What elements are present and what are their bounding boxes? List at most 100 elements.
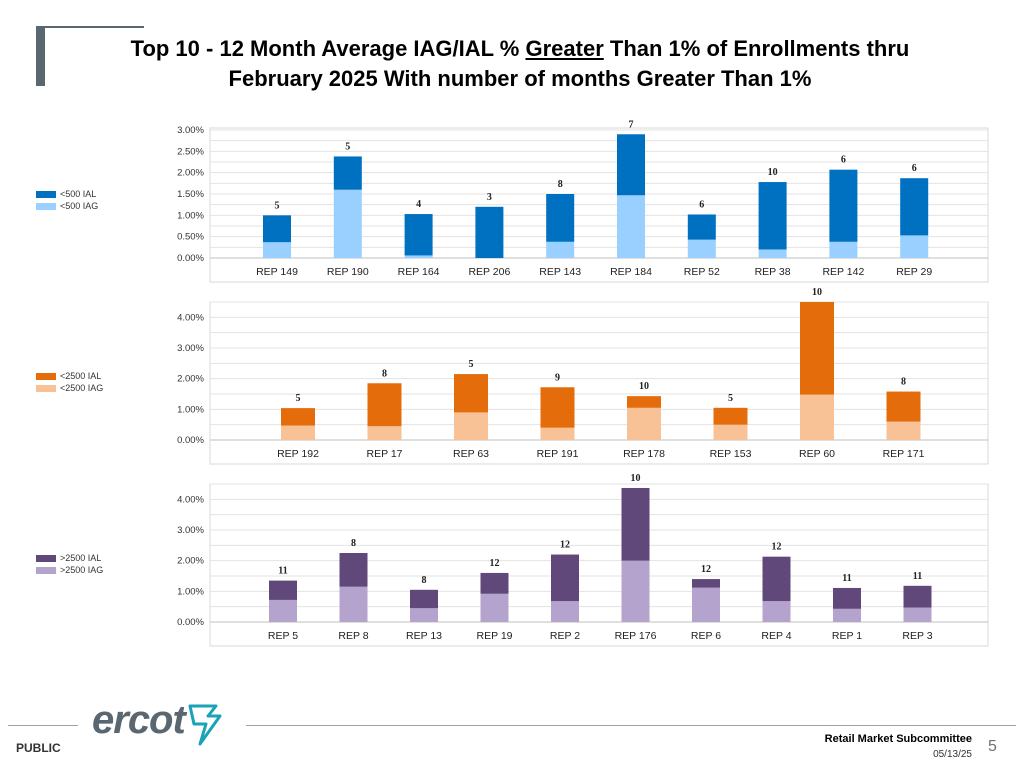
bar-segment-ial [404,214,433,256]
title-line-2: February 2025 With number of months Grea… [228,66,812,91]
bar-segment-ial [829,169,858,242]
bar-segment-ial [621,487,650,561]
bar-segment-iag [762,601,791,622]
legend-chart-3: >2500 IAL >2500 IAG [36,552,103,576]
x-tick-label: REP 2 [550,630,580,642]
page-number: 5 [988,738,997,755]
presentation-date: 05/13/25 [933,749,972,760]
x-tick-label: REP 190 [327,266,369,278]
data-label: 8 [558,179,563,190]
bar-segment-ial [333,156,362,190]
bar-segment-iag [551,601,579,622]
bar-segment-iag [617,195,645,258]
data-label: 11 [913,571,922,582]
legend-label: <2500 IAG [60,383,104,393]
legend-swatch [36,384,56,392]
y-tick-label: 1.00% [177,210,204,221]
data-label: 8 [351,538,356,549]
footer-rule-right [246,725,1016,726]
bar-segment-iag [454,412,488,440]
bar-segment-iag [281,425,315,440]
data-label: 6 [841,155,846,166]
data-label: 5 [469,359,474,370]
x-tick-label: REP 29 [896,266,932,278]
y-tick-label: 2.00% [177,168,204,179]
legend-chart-2: <2500 IAL <2500 IAG [36,370,103,394]
y-tick-label: 3.00% [177,125,204,136]
legend-label: <500 IAG [60,201,99,211]
x-tick-label: REP 17 [367,448,403,460]
data-label: 5 [728,393,733,404]
footer-rule-left [8,725,78,726]
x-tick-label: REP 38 [755,266,791,278]
legend-swatch [36,372,56,380]
bar-segment-iag [339,586,368,622]
bar-segment-iag [829,241,858,258]
x-tick-label: REP 143 [539,266,581,278]
y-tick-label: 3.00% [177,525,204,536]
bar-segment-ial [454,374,488,413]
bar-segment-iag [333,189,362,258]
title-accent-rule [44,26,144,28]
bar-segment-ial [281,408,315,426]
x-tick-label: REP 176 [615,630,657,642]
data-label: 11 [278,566,287,577]
data-label: 11 [842,573,851,584]
x-tick-label: REP 60 [799,448,835,460]
legend-swatch [36,566,56,574]
data-label: 12 [560,540,570,551]
bar-segment-iag [269,599,297,622]
y-tick-label: 2.00% [177,556,204,567]
legend-item: <500 IAL [36,188,98,200]
bar-segment-ial [410,589,438,609]
bar-segment-ial [900,178,929,236]
x-tick-label: REP 52 [684,266,720,278]
x-tick-label: REP 206 [468,266,510,278]
data-label: 6 [912,163,917,174]
x-tick-label: REP 153 [710,448,752,460]
legend-label: <500 IAL [60,189,97,199]
data-label: 9 [555,372,560,383]
bar-segment-ial [546,194,575,242]
x-tick-label: REP 13 [406,630,442,642]
y-tick-label: 1.00% [177,586,204,597]
x-tick-label: REP 164 [398,266,440,278]
bar-segment-ial [627,396,661,408]
bar-segment-ial [269,580,297,600]
y-tick-label: 0.00% [177,435,204,446]
data-label: 8 [382,368,387,379]
x-tick-label: REP 191 [537,448,579,460]
x-tick-label: REP 19 [477,630,513,642]
x-tick-label: REP 6 [691,630,721,642]
bar-segment-ial [886,391,921,422]
legend-item: >2500 IAL [36,552,103,564]
bar-segment-ial [540,387,575,428]
bar-segment-iag [546,241,575,258]
x-tick-label: REP 63 [453,448,489,460]
legend-label: <2500 IAL [60,371,102,381]
bar-segment-iag [263,242,291,258]
y-tick-label: 2.50% [177,146,204,157]
bar-segment-iag [900,235,929,258]
y-tick-label: 0.00% [177,253,204,264]
data-label: 3 [487,192,492,203]
bar-segment-ial [762,556,791,602]
y-tick-label: 0.00% [177,617,204,628]
x-tick-label: REP 8 [338,630,368,642]
bar-segment-ial [367,383,402,427]
data-label: 8 [422,575,427,586]
legend-item: <500 IAG [36,200,98,212]
legend-item: <2500 IAL [36,370,103,382]
data-label: 10 [639,381,649,392]
bar-segment-ial [758,182,787,250]
bar-segment-iag [480,593,509,622]
bar-segment-ial [903,585,932,608]
x-tick-label: REP 178 [623,448,665,460]
y-tick-label: 2.00% [177,374,204,385]
bar-segment-iag [833,608,861,622]
y-tick-label: 4.00% [177,494,204,505]
legend-chart-1: <500 IAL <500 IAG [36,188,98,212]
bar-segment-iag [540,427,575,440]
